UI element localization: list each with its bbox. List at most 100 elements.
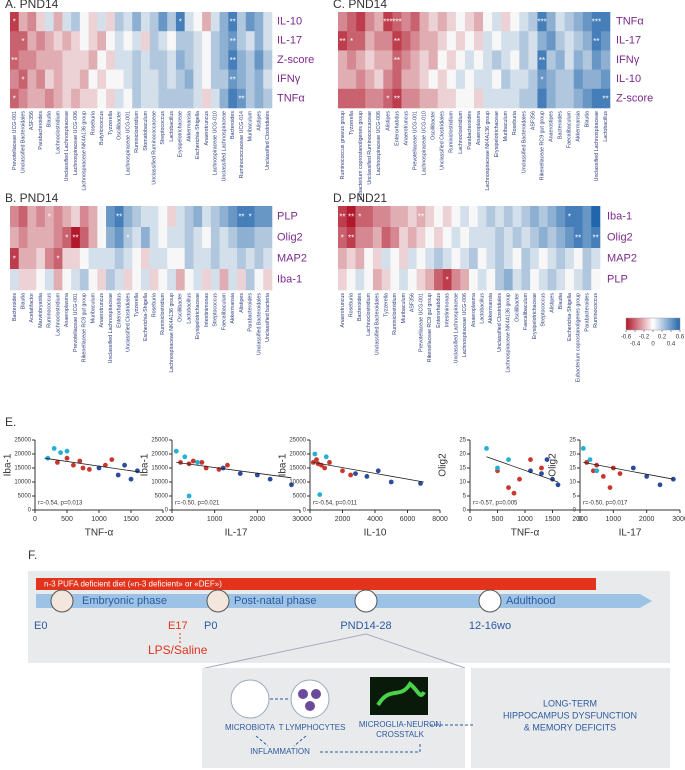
point (317, 492, 323, 497)
y-tick-label: 0 (573, 508, 577, 514)
heat-cell (381, 269, 391, 291)
heat-cell (555, 12, 565, 32)
heat-cell (546, 69, 556, 90)
heat-cell (419, 50, 429, 70)
heat-cell (158, 31, 168, 51)
heat-cell (347, 69, 357, 90)
column-label: ASF356 (530, 111, 536, 130)
x-axis-label: TNF-α (511, 528, 540, 539)
heat-cell (510, 31, 520, 51)
heat-cell (510, 69, 520, 90)
heat-cell (582, 69, 593, 90)
heat-cell (356, 12, 366, 32)
point (77, 458, 83, 464)
heat-cell (263, 269, 273, 291)
heat-cell (364, 227, 374, 249)
heat-cell (27, 31, 37, 51)
heat-cell (546, 12, 556, 32)
column-label: Faecalibaculum (523, 292, 529, 330)
column-label: Lachnospiraceae UCG-010 (213, 111, 219, 175)
heat-cell (97, 227, 107, 249)
arrow (255, 698, 475, 753)
timepoint: E17 (168, 620, 188, 632)
heat-cell (383, 31, 393, 51)
heat-cell (492, 31, 502, 51)
significance: * (179, 18, 182, 27)
juvenile-icon (354, 589, 378, 613)
heat-cell (219, 31, 229, 51)
heat-cell (79, 12, 89, 32)
point (644, 474, 650, 479)
heat-cell (44, 12, 54, 32)
heat-cell (364, 248, 374, 270)
panel-title: A. PND14 (5, 0, 59, 11)
column-label: Parabacteroides (584, 293, 590, 332)
heat-cell (519, 12, 529, 32)
timepoint: E0 (34, 620, 47, 632)
column-label: Lachnospiraceae UCG-006 (462, 293, 468, 357)
heat-cell (410, 69, 420, 90)
heat-cell (167, 88, 177, 109)
heat-cell (446, 31, 457, 51)
significance: * (22, 37, 25, 46)
heat-cell (141, 12, 151, 32)
heat-cell (410, 12, 420, 32)
heat-cell (62, 69, 72, 90)
heat-cell (263, 50, 273, 70)
row-label: MAP2 (607, 252, 637, 264)
heat-cell (565, 248, 575, 270)
heat-cell (425, 206, 435, 228)
x-tick-label: 1000 (91, 516, 107, 523)
heat-cell (53, 12, 63, 32)
heat-cell (442, 248, 452, 270)
heat-cell (521, 269, 531, 291)
heat-cell (18, 269, 28, 291)
heat-cell (97, 269, 107, 291)
heat-cell (184, 269, 194, 291)
treatment: LPS/Saline (148, 643, 208, 657)
point (58, 450, 63, 455)
column-label: Faecalibaculum (567, 110, 573, 148)
y-tick-label: 20000 (151, 452, 168, 458)
heat-cell (202, 269, 212, 291)
heat-cell (573, 50, 584, 70)
column-label: Eubacterium coprostanoligenes group (576, 293, 582, 382)
heat-cell (158, 50, 168, 70)
heat-cell (97, 31, 107, 51)
heat-cell (503, 248, 513, 270)
heat-cell (564, 12, 575, 32)
column-label: Unclassified Lachnospiraceae (108, 293, 114, 363)
significance: * (56, 255, 59, 264)
diet-label: n-3 PUFA deficient diet («n-3 deficient»… (44, 580, 222, 589)
heat-cell (401, 88, 411, 109)
heat-cell (469, 248, 479, 270)
y-axis-label: Iba-1 (140, 453, 151, 476)
heat-cell (193, 269, 203, 291)
point (590, 468, 596, 474)
heat-cell (44, 248, 54, 270)
y-tick-label: 25 (459, 438, 466, 444)
heat-cell (158, 69, 168, 90)
heat-cell (392, 88, 402, 109)
heat-cell (53, 88, 63, 109)
heat-cell (383, 69, 393, 90)
heat-cell (71, 269, 81, 291)
x-tick-label: 3000 (292, 516, 308, 523)
heat-cell (237, 269, 247, 291)
point (322, 465, 328, 471)
heat-cell (44, 31, 54, 51)
significance: * (13, 255, 16, 264)
annotation: r=-0.54, p=0.013 (38, 501, 83, 507)
heat-cell (228, 12, 238, 32)
column-label: Lachnospiraceae UCG-006 (376, 111, 382, 175)
heat-cell (71, 227, 81, 249)
y-tick-label: 15000 (289, 466, 306, 472)
column-label: Anaerotruncus (99, 293, 105, 328)
heat-cell (141, 88, 151, 109)
heat-cell (600, 31, 611, 51)
column-label: Bacteroides (230, 111, 236, 139)
column-label: Oscillibacter (178, 293, 184, 322)
heat-cell (88, 248, 98, 270)
heat-cell (573, 269, 583, 291)
heat-cell (245, 206, 255, 228)
